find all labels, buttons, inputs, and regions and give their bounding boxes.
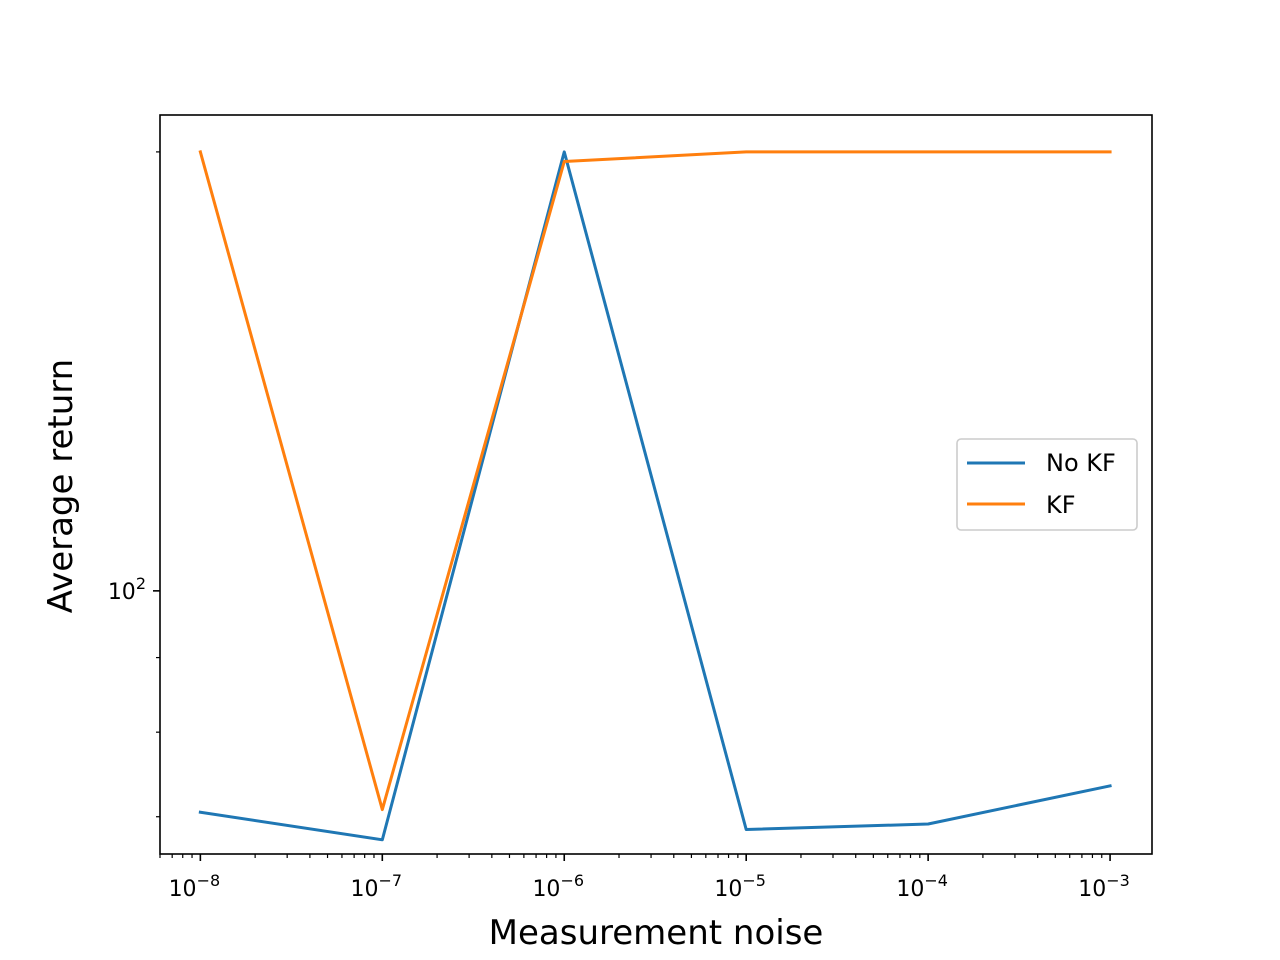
plot-lines: [198, 150, 1112, 842]
series-line-no-kf: [198, 150, 1112, 842]
legend-label-kf: KF: [1046, 491, 1076, 519]
y-tick-label: 102: [108, 574, 146, 605]
x-major-ticks: [199, 854, 1111, 861]
series-line-kf: [198, 150, 1112, 812]
legend-label-no-kf: No KF: [1046, 449, 1116, 477]
x-tick-label: 10−8: [169, 871, 221, 902]
x-tick-label: 10−7: [351, 871, 403, 902]
legend: No KF KF: [956, 438, 1138, 531]
x-tick-label: 10−3: [1078, 871, 1130, 902]
x-tick-label: 10−6: [532, 871, 584, 902]
plot-area-frame: [159, 114, 1153, 855]
x-tick-label: 10−4: [896, 871, 948, 902]
y-axis-label: Average return: [41, 359, 81, 613]
x-axis-label: Measurement noise: [489, 913, 824, 953]
x-tick-label: 10−5: [714, 871, 766, 902]
x-tick-labels: 10−8 10−7 10−6 10−5 10−4 10−3: [169, 871, 1130, 902]
y-tick-labels: 102: [108, 574, 146, 605]
